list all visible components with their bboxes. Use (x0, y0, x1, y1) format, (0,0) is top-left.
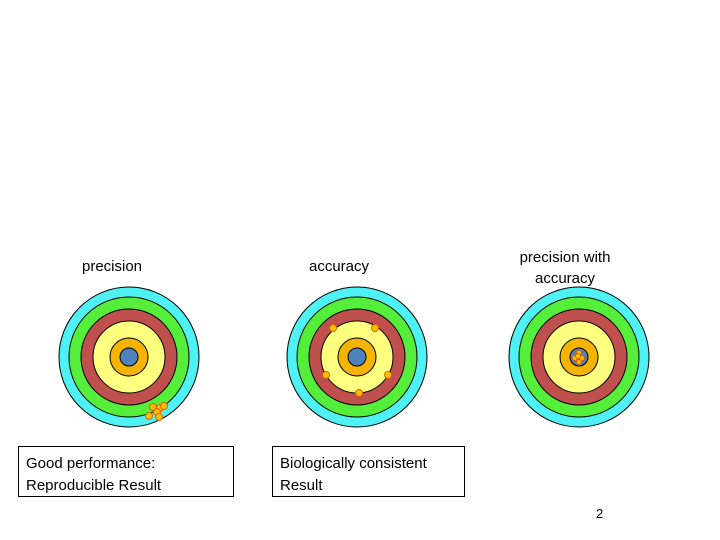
accuracy-description-line-1: Biologically consistent (280, 455, 427, 472)
target-precision (58, 286, 200, 428)
accuracy-description-line-2: Result (280, 477, 323, 494)
hit-mark (574, 352, 582, 360)
hit-mark (145, 412, 153, 420)
precision-description-line-1: Good performance: (26, 455, 156, 472)
accuracy-description-box: Biologically consistent Result (272, 446, 465, 497)
panel-both-title-line-1: precision with (519, 249, 611, 266)
bullseye (347, 347, 367, 367)
hit-mark (355, 389, 363, 397)
precision-description-line-2: Reproducible Result (26, 477, 162, 494)
panel-both-title-line-2: accuracy (534, 270, 596, 287)
hit-mark (384, 371, 392, 379)
hit-mark (155, 413, 163, 421)
hit-mark (575, 358, 583, 366)
target-precision-with-accuracy (508, 286, 650, 428)
hit-mark (322, 371, 330, 379)
panel-precision-title: precision (81, 258, 143, 275)
bullseye (119, 347, 139, 367)
panel-both-title: precision with accuracy (500, 247, 630, 289)
panel-accuracy-title: accuracy (308, 258, 370, 275)
hit-mark (371, 324, 379, 332)
precision-description-box: Good performance: Reproducible Result (18, 446, 234, 497)
hit-mark (329, 324, 337, 332)
page-number: 2 (596, 506, 604, 521)
hit-mark (160, 402, 168, 410)
target-accuracy (286, 286, 428, 428)
